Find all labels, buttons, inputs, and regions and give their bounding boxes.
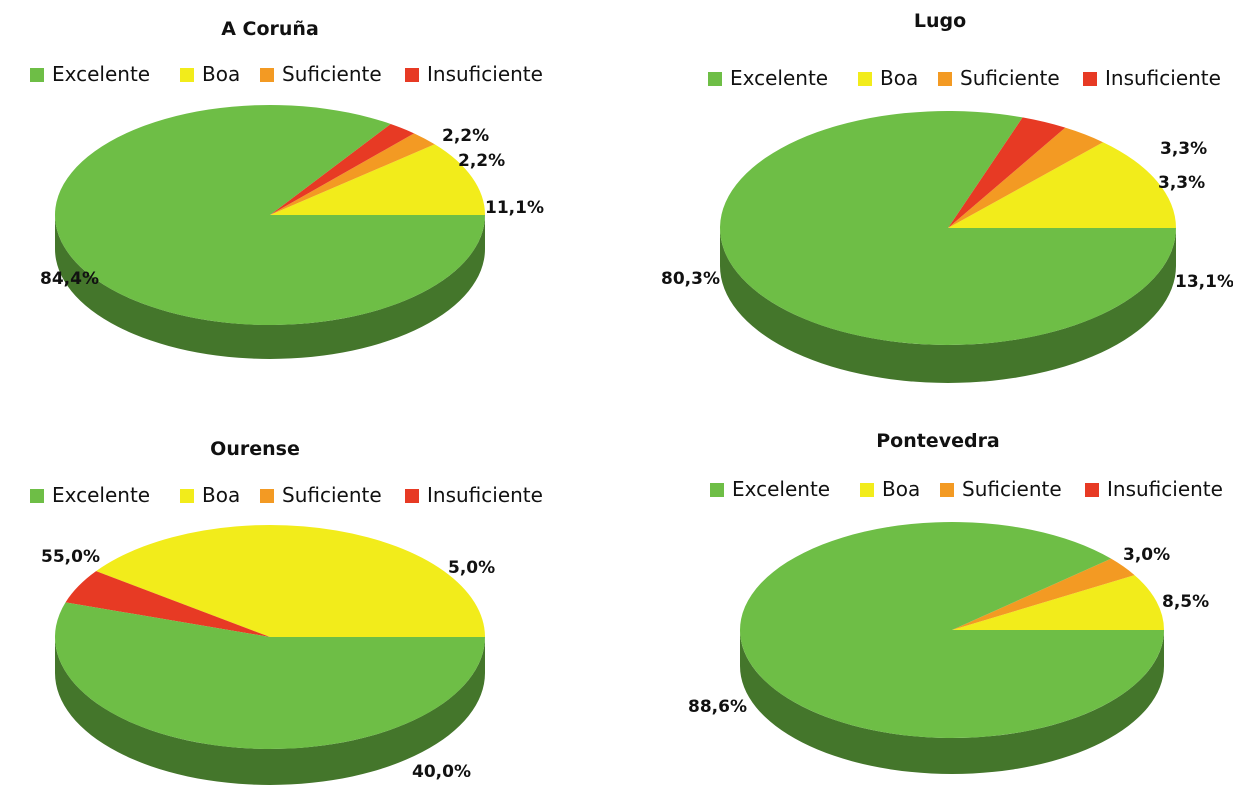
data-labels: 88,6% 8,5% 3,0%: [688, 545, 1209, 717]
pie-top: [719, 111, 1176, 346]
slice-side-excelente: [740, 630, 1164, 774]
legend-swatch-suficiente: [260, 68, 274, 82]
legend-swatch-boa: [180, 489, 194, 503]
slice-boa: [948, 142, 1176, 228]
chart-panel-a-coruna: A Coruña Excelente Boa Suficiente Insuficie…: [30, 18, 544, 359]
legend: Excelente Boa Suficiente Insuficiente: [30, 483, 543, 507]
legend-swatch-boa: [180, 68, 194, 82]
slice-excelente: [740, 522, 1164, 739]
legend-label-suficiente: Suficiente: [282, 483, 382, 507]
slice-insuficiente: [270, 123, 415, 215]
chart-title: A Coruña: [221, 18, 319, 40]
legend-swatch-suficiente: [938, 72, 952, 86]
legend-label-insuficiente: Insuficiente: [427, 483, 543, 507]
chart-panel-lugo: Lugo Excelente Boa Suficiente Insuficiente 8…: [661, 10, 1233, 383]
legend-swatch-boa: [860, 483, 874, 497]
data-label-suficiente: 2,2%: [458, 151, 505, 171]
data-label-insuficiente: 3,3%: [1160, 139, 1207, 159]
legend-label-insuficiente: Insuficiente: [427, 62, 543, 86]
legend-swatch-suficiente: [260, 489, 274, 503]
slice-excelente: [719, 111, 1176, 346]
legend-swatch-insuficiente: [1083, 72, 1097, 86]
legend-label-boa: Boa: [202, 62, 240, 86]
legend: Excelente Boa Suficiente Insuficiente: [710, 477, 1223, 501]
legend-label-boa: Boa: [882, 477, 920, 501]
data-labels: 80,3% 13,1% 3,3% 3,3%: [661, 139, 1233, 292]
legend-label-suficiente: Suficiente: [282, 62, 382, 86]
slice-boa: [96, 525, 486, 637]
data-label-insuficiente: 5,0%: [448, 558, 495, 578]
data-label-excelente: 55,0%: [41, 547, 100, 567]
data-label-suficiente: 3,0%: [1123, 545, 1170, 565]
slice-boa: [270, 144, 485, 215]
legend-label-suficiente: Suficiente: [962, 477, 1062, 501]
data-label-excelente: 84,4%: [40, 269, 99, 289]
slice-insuficiente: [948, 117, 1066, 228]
legend: Excelente Boa Suficiente Insuficiente: [708, 66, 1221, 90]
pie-top: [54, 104, 485, 325]
legend-label-boa: Boa: [880, 66, 918, 90]
data-label-boa: 13,1%: [1175, 272, 1233, 292]
slice-suficiente: [952, 558, 1135, 630]
pie-top: [740, 522, 1164, 739]
slice-side-excelente: [720, 228, 1176, 383]
data-label-insuficiente: 2,2%: [442, 126, 489, 146]
data-label-suficiente: 3,3%: [1158, 173, 1205, 193]
data-label-boa: 11,1%: [485, 198, 544, 218]
legend-swatch-excelente: [710, 483, 724, 497]
data-label-boa: 8,5%: [1162, 592, 1209, 612]
pie-sides: [740, 630, 1164, 774]
legend: Excelente Boa Suficiente Insuficiente: [30, 62, 543, 86]
chart-title: Pontevedra: [876, 430, 1000, 452]
slice-side-excelente: [55, 637, 485, 785]
slice-side-excelente: [55, 215, 485, 359]
slice-excelente: [54, 602, 485, 750]
pie-top: [54, 525, 486, 750]
chart-panel-pontevedra: Pontevedra Excelente Boa Suficiente Insufic…: [688, 430, 1223, 774]
data-labels: 55,0% 40,0% 5,0%: [41, 547, 495, 782]
legend-swatch-excelente: [30, 489, 44, 503]
legend-label-insuficiente: Insuficiente: [1105, 66, 1221, 90]
legend-label-excelente: Excelente: [730, 66, 828, 90]
pie-sides: [55, 637, 485, 785]
slice-boa: [952, 575, 1164, 630]
legend-swatch-insuficiente: [405, 68, 419, 82]
slice-excelente: [54, 104, 485, 325]
pie-sides: [720, 228, 1176, 383]
legend-swatch-insuficiente: [405, 489, 419, 503]
legend-label-insuficiente: Insuficiente: [1107, 477, 1223, 501]
legend-swatch-insuficiente: [1085, 483, 1099, 497]
legend-swatch-excelente: [708, 72, 722, 86]
slice-insuficiente: [65, 571, 270, 637]
legend-swatch-boa: [858, 72, 872, 86]
legend-label-boa: Boa: [202, 483, 240, 507]
legend-label-excelente: Excelente: [52, 483, 150, 507]
pie-sides: [55, 215, 485, 359]
data-label-excelente: 88,6%: [688, 697, 747, 717]
data-labels: 84,4% 11,1% 2,2% 2,2%: [40, 126, 544, 289]
chart-panel-ourense: Ourense Excelente Boa Suficiente Insuficien…: [30, 438, 543, 785]
legend-swatch-excelente: [30, 68, 44, 82]
legend-label-excelente: Excelente: [732, 477, 830, 501]
chart-title: Lugo: [914, 10, 966, 32]
slice-suficiente: [270, 133, 435, 215]
chart-title: Ourense: [210, 438, 300, 460]
legend-label-excelente: Excelente: [52, 62, 150, 86]
data-label-excelente: 80,3%: [661, 269, 720, 289]
legend-swatch-suficiente: [940, 483, 954, 497]
legend-label-suficiente: Suficiente: [960, 66, 1060, 90]
data-label-boa: 40,0%: [412, 762, 471, 782]
slice-suficiente: [948, 127, 1104, 228]
